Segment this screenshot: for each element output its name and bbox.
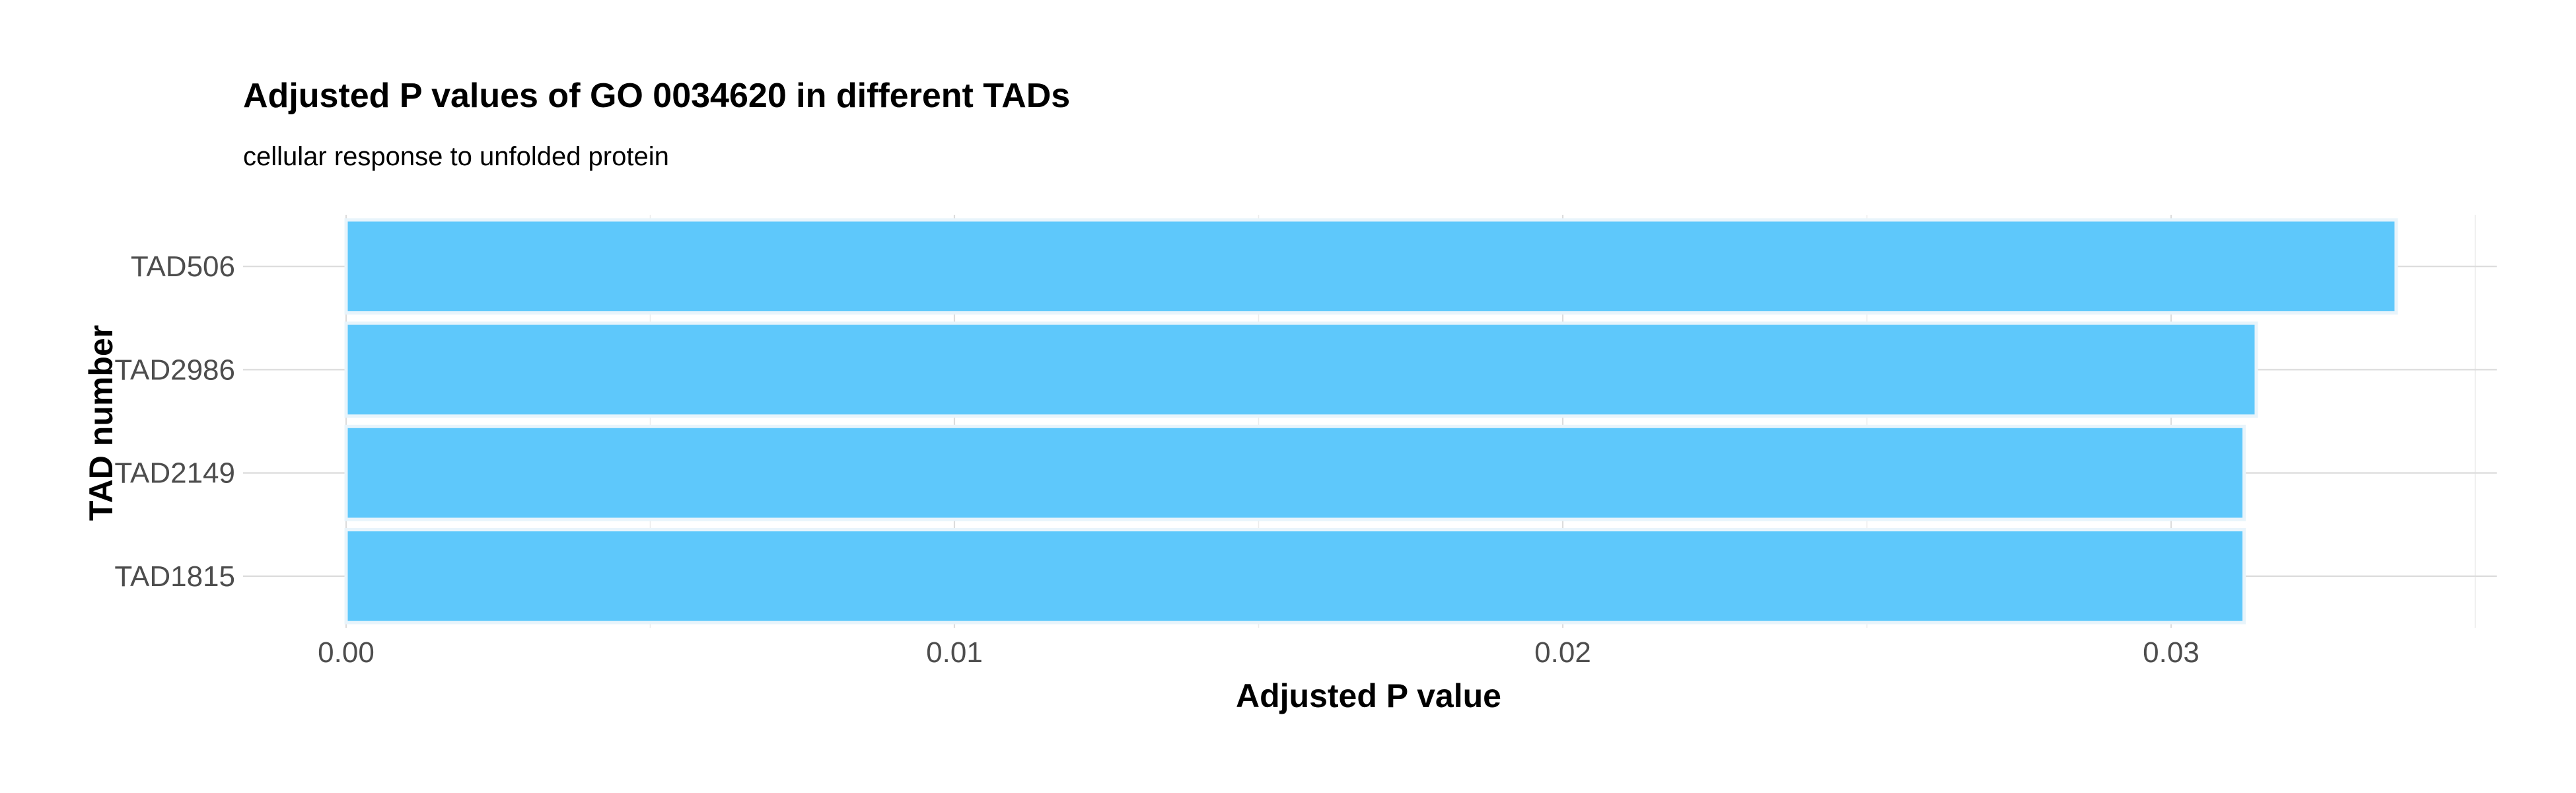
bar-tad2149 xyxy=(344,424,2246,521)
x-tick-label-3: 0.03 xyxy=(2143,636,2200,669)
y-tick-label-tad506: TAD506 xyxy=(131,250,235,283)
x-tick-labels: 0.00 0.01 0.02 0.03 xyxy=(318,636,2200,669)
bars xyxy=(344,218,2398,624)
chart-title: Adjusted P values of GO 0034620 in diffe… xyxy=(243,77,1070,115)
x-tick-label-0: 0.00 xyxy=(318,636,375,669)
bar-tad1815 xyxy=(344,528,2246,624)
x-tick-label-2: 0.02 xyxy=(1534,636,1591,669)
bar-tad2986 xyxy=(344,321,2258,418)
y-tick-label-tad2986: TAD2986 xyxy=(114,354,235,386)
bar-tad506 xyxy=(344,218,2398,315)
chart-subtitle: cellular response to unfolded protein xyxy=(243,142,669,171)
y-tick-label-tad2149: TAD2149 xyxy=(114,457,235,490)
x-axis-title: Adjusted P value xyxy=(1236,677,1501,714)
y-axis-title: TAD number xyxy=(83,325,120,521)
y-tick-label-tad1815: TAD1815 xyxy=(114,560,235,593)
y-tick-labels: TAD506 TAD2986 TAD2149 TAD1815 xyxy=(114,250,235,593)
x-tick-label-1: 0.01 xyxy=(926,636,983,669)
